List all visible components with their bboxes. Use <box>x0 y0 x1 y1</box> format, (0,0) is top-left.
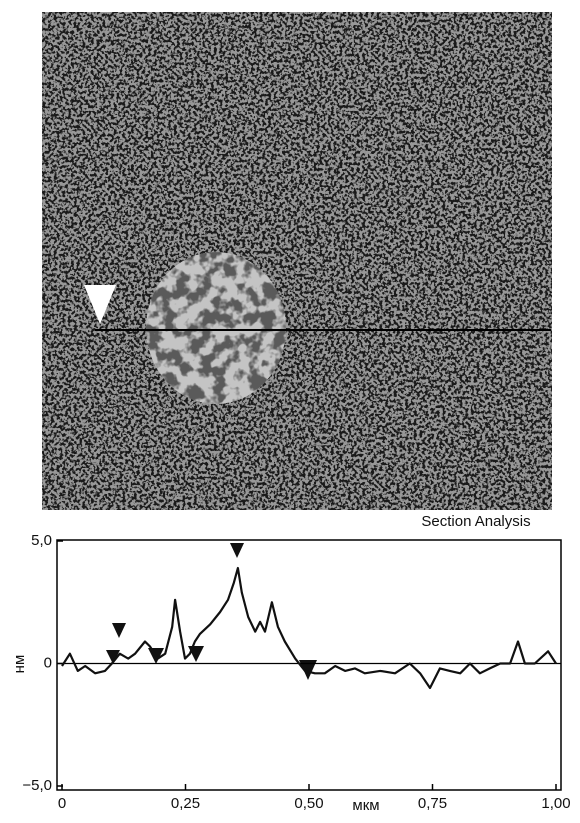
y-tick-label: 5,0 <box>31 532 52 549</box>
cursor-markers <box>106 543 317 680</box>
afm-image <box>42 12 552 510</box>
x-axis-label: мкм <box>352 797 379 814</box>
chart-title: Section Analysis <box>421 513 530 530</box>
x-tick-label: 1,00 <box>541 795 570 812</box>
y-axis-label: нм <box>11 655 28 674</box>
x-tick-label: 0 <box>58 795 66 812</box>
x-tick-label: 0,50 <box>294 795 323 812</box>
y-tick-label: −5,0 <box>22 777 52 794</box>
x-tick-label: 0,75 <box>418 795 447 812</box>
x-tick-label: 0,25 <box>171 795 200 812</box>
figure: Section Analysis нм мкм −5,0 0 5,0 0 0,25 0,5… <box>0 0 580 818</box>
page: {"chart_data": {"type": "line", "title":… <box>0 0 580 823</box>
y-tick-label: 0 <box>44 654 52 671</box>
